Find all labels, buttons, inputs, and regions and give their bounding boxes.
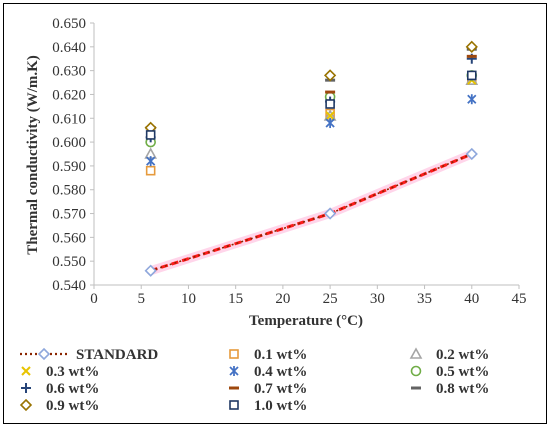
marker-square — [229, 400, 239, 410]
marker-square — [145, 165, 156, 176]
point-1-0-wt-2 — [466, 70, 477, 81]
x-tick-label: 0 — [90, 291, 98, 307]
legend-item-0-1-wt: 0.1 wt% — [229, 347, 307, 363]
standard-series-line — [150, 153, 473, 272]
y-tick-label: 0.570 — [52, 207, 86, 223]
x-tick-label: 5 — [137, 291, 145, 307]
legend-marker — [409, 347, 423, 359]
point-0-3-wt-1 — [325, 111, 335, 121]
marker-diamond — [37, 347, 51, 361]
legend: STANDARD 0.1 wt% 0.2 wt% 0.3 wt% 0.4 wt% 0.5 … — [19, 347, 489, 414]
legend-label: STANDARD — [76, 347, 158, 363]
legend-label: 0.1 wt% — [254, 347, 307, 363]
legend-item-0-3-wt: 0.3 wt% — [21, 364, 99, 380]
point-0-9-wt-1 — [323, 69, 337, 82]
legend-label: 0.9 wt% — [46, 398, 99, 414]
point-standard-1 — [323, 207, 337, 220]
point-standard-0 — [144, 264, 157, 277]
legend-marker — [19, 398, 33, 412]
legend-item-1-0-wt: 1.0 wt% — [229, 398, 307, 414]
point-1-0-wt-0 — [145, 130, 156, 140]
legend-marker — [229, 366, 239, 376]
y-tick-label: 0.560 — [52, 230, 86, 246]
marker-diamond — [323, 69, 337, 82]
marker-diamond — [465, 147, 478, 161]
x-tick-label: 15 — [228, 291, 243, 307]
marker-square — [229, 349, 239, 359]
y-tick-label: 0.630 — [52, 64, 86, 80]
x-tick-label: 45 — [512, 291, 527, 307]
legend-item-0-2-wt: 0.2 wt% — [409, 347, 489, 363]
legend-label: 0.5 wt% — [436, 364, 489, 380]
legend-item-0-7-wt: 0.7 wt% — [229, 381, 307, 397]
marker-x-stroke — [325, 111, 335, 121]
legend-marker — [229, 349, 239, 359]
legend-marker — [37, 347, 51, 361]
y-tick-label: 0.650 — [52, 16, 86, 32]
point-0-4-wt-2 — [467, 94, 477, 105]
point-0-9-wt-2 — [465, 40, 478, 53]
point-standard-2 — [465, 147, 478, 161]
marker-circle — [410, 365, 422, 377]
data-marks-layer — [144, 40, 479, 277]
legend-item-0-8-wt: 0.8 wt% — [411, 381, 489, 397]
x-tick-label: 10 — [181, 291, 196, 307]
legend-label: 0.6 wt% — [46, 381, 99, 397]
legend-label: 0.2 wt% — [436, 347, 489, 363]
y-tick-label: 0.550 — [52, 254, 86, 270]
legend-label: 1.0 wt% — [254, 398, 307, 414]
legend-label: 0.8 wt% — [436, 381, 489, 397]
marker-square — [325, 99, 335, 109]
point-0-4-wt-1 — [325, 118, 335, 129]
y-tick-label: 0.640 — [52, 40, 86, 56]
axes-layer: 0 5 10 15 20 25 30 35 40 45 0.540 0.550 0.560 0.570 0.… — [52, 16, 526, 307]
marker-diamond — [144, 264, 157, 277]
point-0-4-wt-0 — [146, 156, 156, 167]
y-tick-label: 0.610 — [52, 111, 86, 127]
legend-marker — [21, 366, 31, 376]
x-tick-label: 30 — [370, 291, 385, 307]
point-1-0-wt-1 — [325, 99, 335, 109]
marker-triangle — [409, 347, 423, 359]
x-axis-title: Temperature (°C) — [249, 313, 363, 329]
legend-label: 0.7 wt% — [254, 381, 307, 397]
marker-square — [145, 130, 156, 140]
marker-diamond — [323, 207, 337, 220]
legend-label: 0.3 wt% — [46, 364, 99, 380]
y-tick-label: 0.580 — [52, 183, 86, 199]
legend-marker — [410, 365, 422, 377]
y-tick-label: 0.590 — [52, 159, 86, 175]
x-tick-label: 35 — [417, 291, 432, 307]
legend-marker — [21, 383, 31, 393]
legend-label: 0.4 wt% — [254, 364, 307, 380]
legend-item-0-5-wt: 0.5 wt% — [410, 364, 489, 380]
point-0-1-wt-0 — [145, 165, 156, 176]
marker-x-stroke — [21, 366, 31, 376]
y-tick-label: 0.620 — [52, 87, 86, 103]
x-tick-label: 40 — [464, 291, 479, 307]
y-axis-title: Thermal conductivity (W/m.K) — [25, 55, 41, 255]
y-tick-label: 0.540 — [52, 278, 86, 294]
legend-item-0-6-wt: 0.6 wt% — [21, 381, 99, 397]
marker-square — [466, 70, 477, 81]
legend-item-0-9-wt: 0.9 wt% — [19, 398, 99, 414]
y-tick-label: 0.600 — [52, 135, 86, 151]
x-tick-label: 25 — [323, 291, 338, 307]
marker-diamond — [465, 40, 478, 53]
legend-item-0-4-wt: 0.4 wt% — [229, 364, 307, 380]
x-tick-label: 20 — [275, 291, 290, 307]
legend-item-standard: STANDARD — [20, 347, 158, 363]
legend-marker — [229, 400, 239, 410]
marker-diamond — [19, 398, 33, 412]
